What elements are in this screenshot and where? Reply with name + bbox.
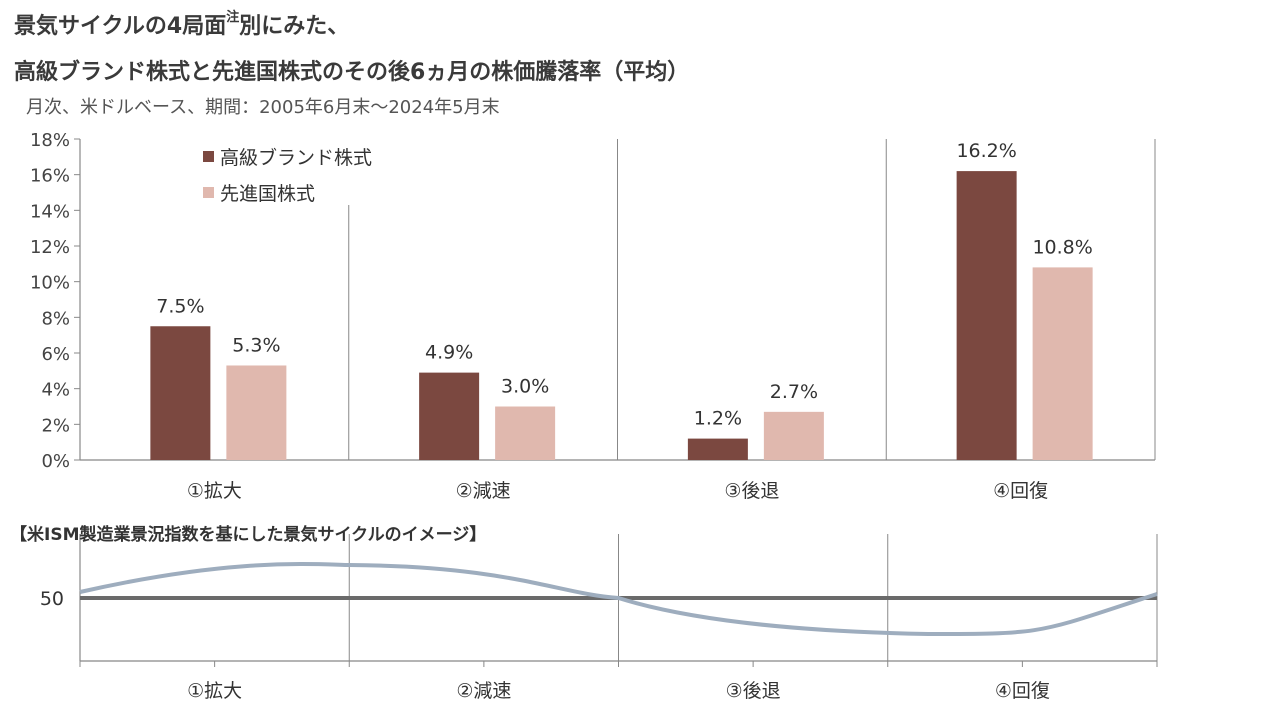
legend-swatch: [203, 187, 214, 198]
bar: [226, 365, 287, 460]
cycle-x-label: ④回復: [995, 680, 1050, 702]
y-tick-label: 0%: [41, 451, 70, 472]
title-note-marker: 注: [226, 10, 240, 25]
x-tick-label: ④回復: [993, 480, 1048, 502]
data-label: 7.5%: [156, 295, 204, 317]
x-tick-label: ②減速: [456, 480, 511, 502]
y-tick-label: 18%: [30, 130, 70, 151]
chart-title-line2: 高級ブランド株式と先進国株式のその後6ヵ月の株価騰落率（平均）: [14, 60, 690, 85]
chart-subtitle: 月次、米ドルベース、期間：2005年6月末～2024年5月末: [26, 97, 500, 118]
y-tick-label: 6%: [41, 344, 70, 365]
bar: [763, 411, 824, 460]
x-tick-label: ③後退: [724, 480, 779, 502]
y-tick-label: 16%: [30, 166, 70, 187]
bar: [1032, 267, 1093, 460]
data-label: 1.2%: [694, 408, 742, 430]
x-tick-label: ①拡大: [187, 480, 242, 502]
data-label: 4.9%: [425, 342, 473, 364]
y-tick-label: 2%: [41, 415, 70, 436]
legend-label: 高級ブランド株式: [220, 146, 372, 169]
bars-layer: 7.5% 4.9% 1.2% 16.2% 5.3% 3.0% 2.7% 10.8%: [150, 140, 1093, 460]
y-tick-label: 10%: [30, 273, 70, 294]
cycle-chart: 50 ①拡大 ②減速 ③後退 ④回復: [40, 534, 1158, 702]
bar: [495, 406, 556, 460]
bar: [687, 438, 748, 460]
data-label: 16.2%: [956, 140, 1016, 162]
legend-label: 先進国株式: [220, 183, 315, 205]
data-label: 5.3%: [232, 334, 280, 356]
bar: [419, 372, 480, 460]
cycle-x-label: ①拡大: [187, 680, 242, 702]
legend-swatch: [203, 151, 214, 162]
y-tick-label: 14%: [30, 201, 70, 222]
data-label: 3.0%: [501, 376, 549, 398]
cycle-chart-title: 【米ISM製造業景況指数を基にした景気サイクルのイメージ】: [10, 525, 487, 545]
legend-background: [130, 137, 435, 202]
data-label: 10.8%: [1032, 236, 1092, 258]
cycle-x-label: ③後退: [726, 680, 781, 702]
cycle-curve: [79, 561, 1158, 637]
y-tick-label: 4%: [41, 380, 70, 401]
y-tick-label: 12%: [30, 237, 70, 258]
chart-title-line1: 景気サイクルの4局面注別にみた、: [14, 10, 350, 39]
data-label: 2.7%: [770, 381, 818, 403]
cycle-x-label: ②減速: [456, 680, 511, 702]
cycle-baseline-label: 50: [40, 588, 64, 610]
bar: [150, 326, 211, 460]
bar: [956, 171, 1017, 460]
y-tick-label: 8%: [41, 308, 70, 329]
